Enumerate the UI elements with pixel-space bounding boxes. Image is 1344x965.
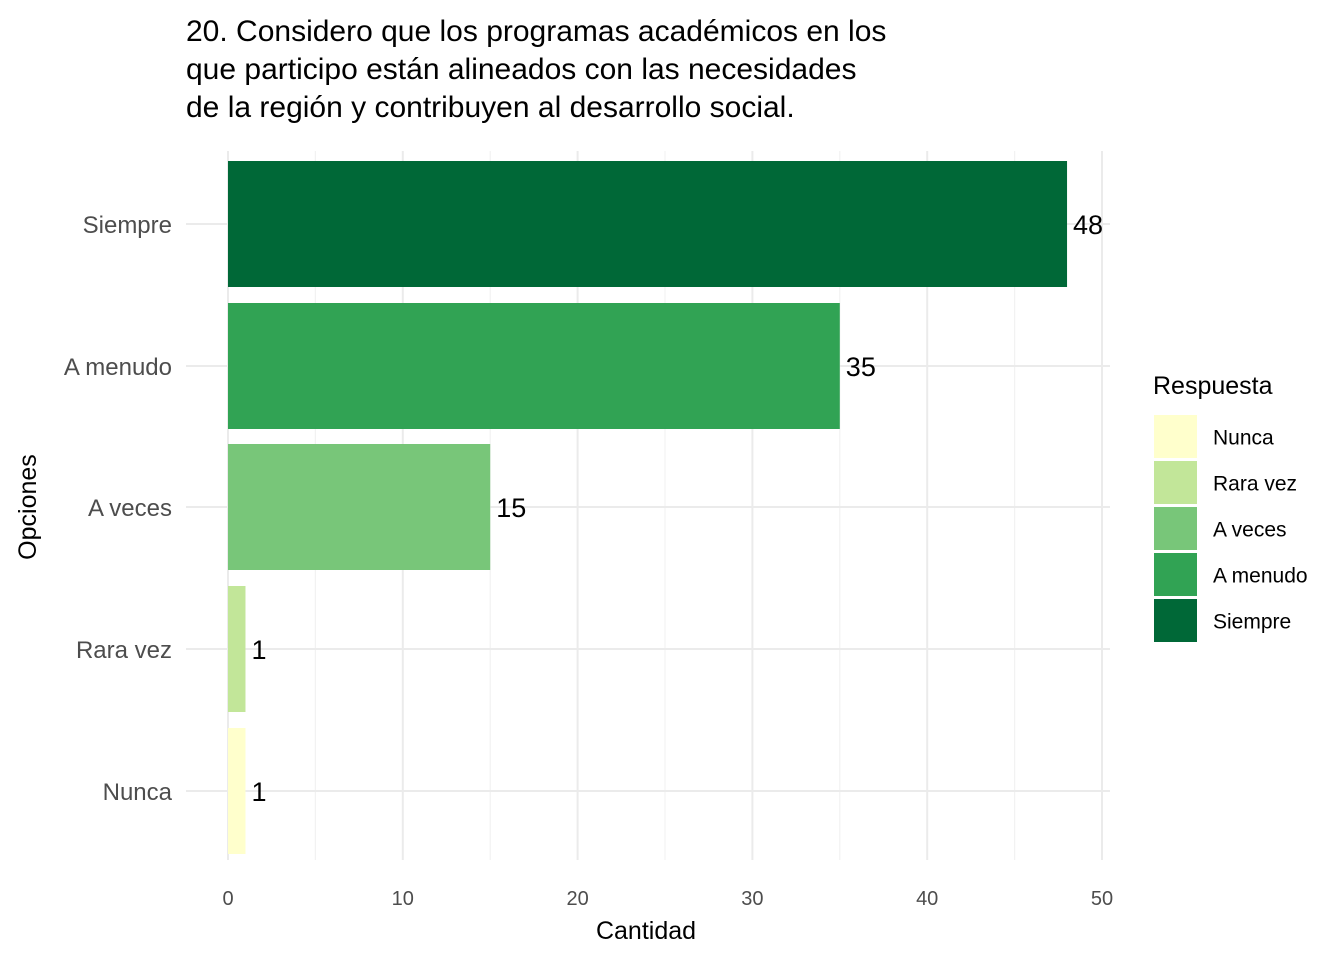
legend-key-siempre — [1154, 599, 1197, 642]
data-label-a-veces: 15 — [496, 493, 526, 523]
y-tick-label: Rara vez — [76, 637, 172, 664]
y-tick-label: A veces — [88, 495, 172, 522]
x-tick-label: 40 — [916, 888, 938, 910]
legend-key-nunca — [1154, 415, 1197, 458]
x-tick-label: 10 — [392, 888, 414, 910]
bar-nunca — [228, 728, 246, 854]
bar-a-veces — [228, 444, 491, 570]
chart-title: 20. Considero que los programas académic… — [186, 15, 886, 124]
chart-title-line-1: 20. Considero que los programas académic… — [186, 15, 886, 48]
data-label-nunca: 1 — [251, 777, 266, 807]
data-label-a-menudo: 35 — [846, 352, 876, 382]
chart-title-line-3: de la región y contribuyen al desarrollo… — [186, 91, 795, 124]
legend-label-a-veces: A veces — [1213, 519, 1287, 542]
data-label-rara-vez: 1 — [251, 635, 266, 665]
legend-key-rara-vez — [1154, 461, 1197, 504]
legend-label-siempre: Siempre — [1213, 611, 1291, 634]
legend-key-a-veces — [1154, 507, 1197, 550]
x-tick-label: 0 — [222, 888, 233, 910]
bar-rara-vez — [228, 586, 246, 712]
x-tick-label: 30 — [741, 888, 763, 910]
bar-siempre — [228, 161, 1068, 287]
legend-label-nunca: Nunca — [1213, 427, 1274, 450]
x-tick-label: 50 — [1091, 888, 1113, 910]
bars — [228, 161, 1068, 854]
x-tick-label: 20 — [566, 888, 588, 910]
legend-label-a-menudo: A menudo — [1213, 565, 1308, 588]
data-label-siempre: 48 — [1073, 210, 1103, 240]
x-axis-title: Cantidad — [596, 917, 696, 945]
data-labels: 1 1 15 35 48 — [251, 210, 1103, 807]
chart-title-line-2: que participo están alineados con las ne… — [186, 53, 856, 86]
legend-title: Respuesta — [1153, 372, 1273, 400]
y-tick-label: A menudo — [64, 354, 172, 381]
y-axis-tick-labels: Nunca Rara vez A veces A menudo Siempre — [64, 212, 173, 806]
y-tick-label: Siempre — [83, 212, 172, 239]
y-tick-label: Nunca — [103, 779, 173, 806]
legend-key-a-menudo — [1154, 553, 1197, 596]
bar-a-menudo — [228, 303, 840, 429]
legend: Respuesta Nunca Rara vez A veces A menudo Si… — [1153, 372, 1308, 642]
y-axis-title: Opciones — [14, 454, 42, 560]
legend-label-rara-vez: Rara vez — [1213, 473, 1297, 496]
x-axis-tick-labels: 0 10 20 30 40 50 — [222, 888, 1113, 910]
